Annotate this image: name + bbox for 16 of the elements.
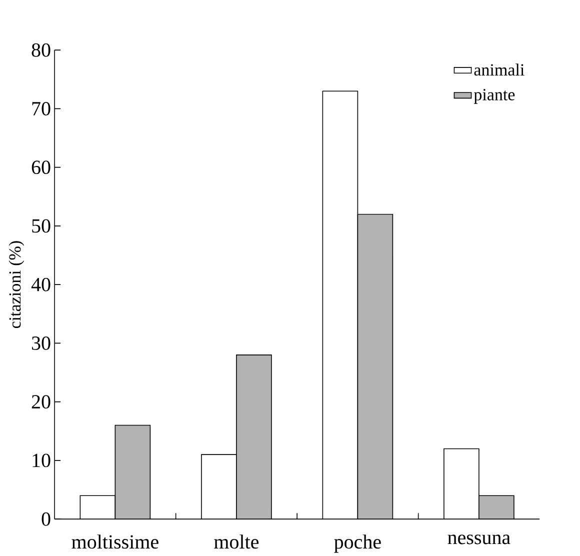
y-tick-label: 40 (31, 278, 50, 292)
y-tick-label: 60 (32, 160, 50, 174)
y-tick-label: 0 (42, 512, 50, 526)
legend-label: animali (474, 64, 524, 76)
y-tick-label: 70 (32, 102, 50, 116)
x-tick-label: moltissime (72, 534, 158, 549)
legend-label: piante (474, 88, 515, 104)
y-tick-label: 50 (32, 219, 50, 233)
y-tick-label: 80 (32, 43, 50, 57)
y-tick-label: 20 (32, 395, 50, 409)
x-tick-label: molte (214, 534, 259, 549)
y-tick-label: 30 (32, 336, 50, 350)
y-tick-label: 10 (32, 454, 50, 468)
x-tick-label: nessuna (448, 534, 510, 544)
x-tick-label: poche (334, 534, 381, 553)
y-axis-title: citazioni (%) (8, 241, 24, 328)
